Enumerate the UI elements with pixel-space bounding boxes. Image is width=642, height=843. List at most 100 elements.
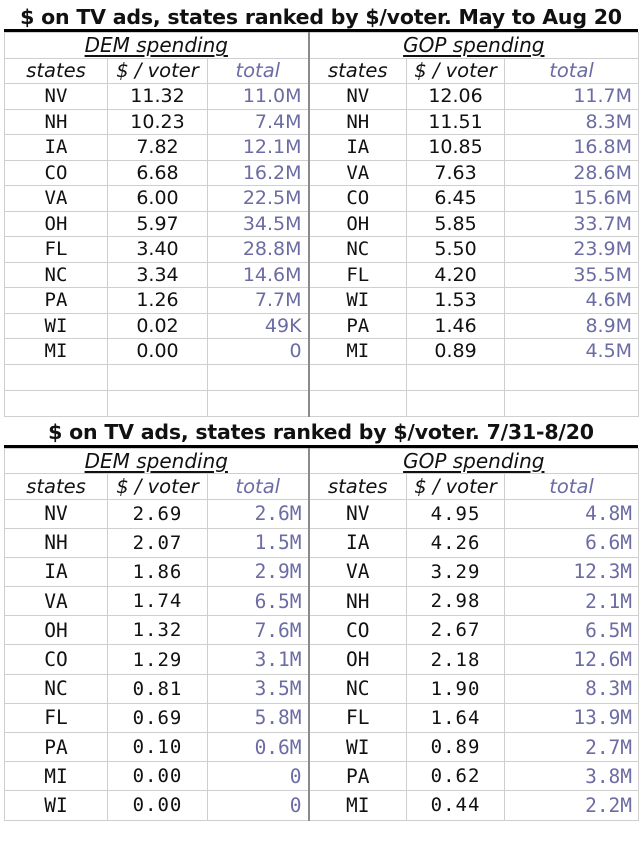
dem-state-cell: NV	[4, 83, 108, 110]
table-row: WI 0.02 49K PA 1.46 8.9M	[4, 312, 640, 339]
dem-state-cell: PA	[4, 287, 108, 314]
dem-total-header: total	[206, 472, 310, 500]
table-row: NC 3.34 14.6M FL 4.20 35.5M	[4, 261, 640, 288]
gop-per-voter-cell: 10.85	[406, 134, 506, 161]
gop-total-cell: 35.5M	[504, 261, 640, 288]
gop-per-voter-cell: 5.85	[406, 210, 506, 237]
gop-state-cell: VA	[307, 556, 408, 588]
gop-state-cell: NH	[307, 586, 408, 617]
dem-state-cell: IA	[4, 556, 108, 588]
table-row: FL 0.69 5.8M FL 1.64 13.9M	[4, 702, 640, 734]
gop-states-header: states	[307, 472, 408, 500]
gop-total-cell: 12.6M	[504, 644, 640, 675]
gop-per-voter-cell: 6.45	[406, 185, 506, 212]
dem-per-voter-cell: 2.69	[107, 498, 208, 529]
dem-state-cell: VA	[4, 586, 108, 617]
gop-state-cell: PA	[307, 312, 408, 339]
table-row: PA 0.10 0.6M WI 0.89 2.7M	[4, 731, 640, 763]
dem-total-cell: 3.1M	[206, 644, 310, 675]
dem-total-cell: 0	[206, 338, 310, 365]
gop-per-voter-cell: 7.63	[406, 159, 506, 186]
gop-per-voter-cell: 0.89	[406, 731, 506, 763]
gop-total-cell: 8.3M	[504, 108, 640, 135]
dem-per-voter-cell: 1.26	[107, 287, 208, 314]
gop-total-cell: 2.7M	[504, 731, 640, 763]
gop-total-cell: 28.6M	[504, 159, 640, 186]
gop-state-cell: MI	[307, 790, 408, 821]
gop-total-cell: 23.9M	[504, 236, 640, 263]
empty-cell	[4, 389, 108, 417]
gop-per-voter-cell: 5.50	[406, 236, 506, 263]
table-row: PA 1.26 7.7M WI 1.53 4.6M	[4, 287, 640, 314]
dem-total-cell: 28.8M	[206, 236, 310, 263]
table-row: OH 5.97 34.5M OH 5.85 33.7M	[4, 210, 640, 237]
dem-state-cell: NC	[4, 261, 108, 288]
empty-cell	[406, 389, 506, 417]
dem-state-cell: PA	[4, 731, 108, 763]
gop-total-cell: 11.7M	[504, 83, 640, 110]
party-header-row: DEM spending GOP spending	[3, 447, 640, 474]
empty-cell	[406, 363, 506, 391]
dem-state-cell: CO	[4, 644, 108, 675]
section-b-title: $ on TV ads, states ranked by $/voter. 7…	[4, 417, 638, 448]
table-row: MI 0.00 0 PA 0.62 3.8M	[4, 761, 640, 792]
dem-total-cell: 16.2M	[206, 159, 310, 186]
table-row: NH 2.07 1.5M IA 4.26 6.6M	[4, 527, 640, 558]
gop-total-cell: 33.7M	[504, 210, 640, 237]
empty-cell	[504, 389, 640, 417]
dem-per-voter-cell: 0.81	[107, 673, 208, 704]
dem-states-header: states	[4, 57, 108, 84]
gop-per-voter-cell: 1.46	[406, 312, 506, 339]
spreadsheet: $ on TV ads, states ranked by $/voter. M…	[3, 3, 640, 821]
dem-total-cell: 0	[206, 790, 310, 821]
dem-state-cell: IA	[4, 134, 108, 161]
table-row: CO 6.68 16.2M VA 7.63 28.6M	[4, 159, 640, 186]
gop-per-voter-cell: 2.98	[406, 586, 506, 617]
table-row: NV 11.32 11.0M NV 12.06 11.7M	[4, 83, 640, 110]
dem-total-cell: 49K	[206, 312, 310, 339]
gop-total-cell: 15.6M	[504, 185, 640, 212]
gop-total-cell: 2.1M	[504, 586, 640, 617]
gop-spending-label: GOP spending	[307, 32, 640, 59]
dem-state-cell: NH	[4, 108, 108, 135]
dem-state-cell: FL	[4, 702, 108, 734]
section-a-table: DEM spending GOP spending states $ / vot…	[3, 32, 640, 417]
dem-total-cell: 7.4M	[206, 108, 310, 135]
gop-state-cell: IA	[307, 134, 408, 161]
dem-state-cell: OH	[4, 615, 108, 646]
empty-cell	[107, 363, 208, 391]
empty-cell	[307, 363, 408, 391]
gop-per-voter-cell: 12.06	[406, 83, 506, 110]
gop-per-voter-cell: 4.26	[406, 527, 506, 558]
gop-spending-label: GOP spending	[307, 447, 640, 474]
gop-total-cell: 4.6M	[504, 287, 640, 314]
gop-state-cell: MI	[307, 338, 408, 365]
dem-state-cell: NH	[4, 527, 108, 558]
party-header-row: DEM spending GOP spending	[3, 32, 640, 59]
dem-state-cell: WI	[4, 790, 108, 821]
gop-state-cell: VA	[307, 159, 408, 186]
dem-state-cell: NV	[4, 498, 108, 529]
dem-state-cell: MI	[4, 761, 108, 792]
table-row: VA 6.00 22.5M CO 6.45 15.6M	[4, 185, 640, 212]
gop-per-voter-cell: 11.51	[406, 108, 506, 135]
dem-per-voter-header: $ / voter	[107, 57, 208, 84]
gop-per-voter-cell: 3.29	[406, 556, 506, 588]
dem-per-voter-cell: 7.82	[107, 134, 208, 161]
gop-state-cell: NV	[307, 83, 408, 110]
gop-total-cell: 4.5M	[504, 338, 640, 365]
column-header-row: states $ / voter total states $ / voter …	[4, 57, 640, 84]
dem-total-cell: 34.5M	[206, 210, 310, 237]
dem-total-cell: 22.5M	[206, 185, 310, 212]
table-row: VA 1.74 6.5M NH 2.98 2.1M	[4, 586, 640, 617]
table-row: MI 0.00 0 MI 0.89 4.5M	[4, 338, 640, 365]
dem-per-voter-cell: 3.40	[107, 236, 208, 263]
gop-per-voter-cell: 1.64	[406, 702, 506, 734]
dem-total-cell: 7.6M	[206, 615, 310, 646]
dem-state-cell: FL	[4, 236, 108, 263]
gop-state-cell: FL	[307, 702, 408, 734]
gop-state-cell: CO	[307, 615, 408, 646]
dem-state-cell: VA	[4, 185, 108, 212]
table-row: FL 3.40 28.8M NC 5.50 23.9M	[4, 236, 640, 263]
gop-state-cell: WI	[307, 287, 408, 314]
